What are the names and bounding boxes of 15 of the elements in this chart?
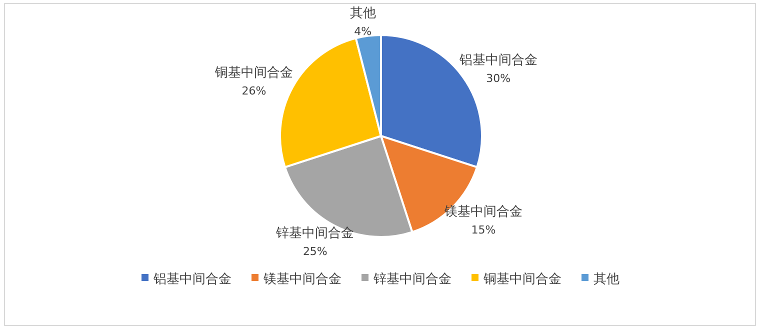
legend-label: 铝基中间合金 [152, 272, 232, 287]
data-label: 30% [486, 72, 511, 86]
slice-label: 铜基中间合金 [214, 66, 293, 81]
legend-label: 其他 [594, 272, 620, 287]
data-label: 25% [302, 245, 328, 258]
slice-label: 镁基中间合金 [444, 204, 523, 220]
data-label: 26% [242, 84, 266, 98]
legend-label: 铜基中间合金 [482, 272, 562, 287]
slice-label: 铝基中间合金 [458, 53, 538, 68]
slice-label: 锌基中间合金 [275, 226, 354, 242]
data-label: 15% [471, 224, 496, 237]
slice-label: 其他 [350, 6, 376, 21]
legend-label: 镁基中间合金 [262, 272, 342, 287]
data-label: 4% [354, 24, 372, 38]
legend-label: 锌基中间合金 [372, 272, 452, 287]
